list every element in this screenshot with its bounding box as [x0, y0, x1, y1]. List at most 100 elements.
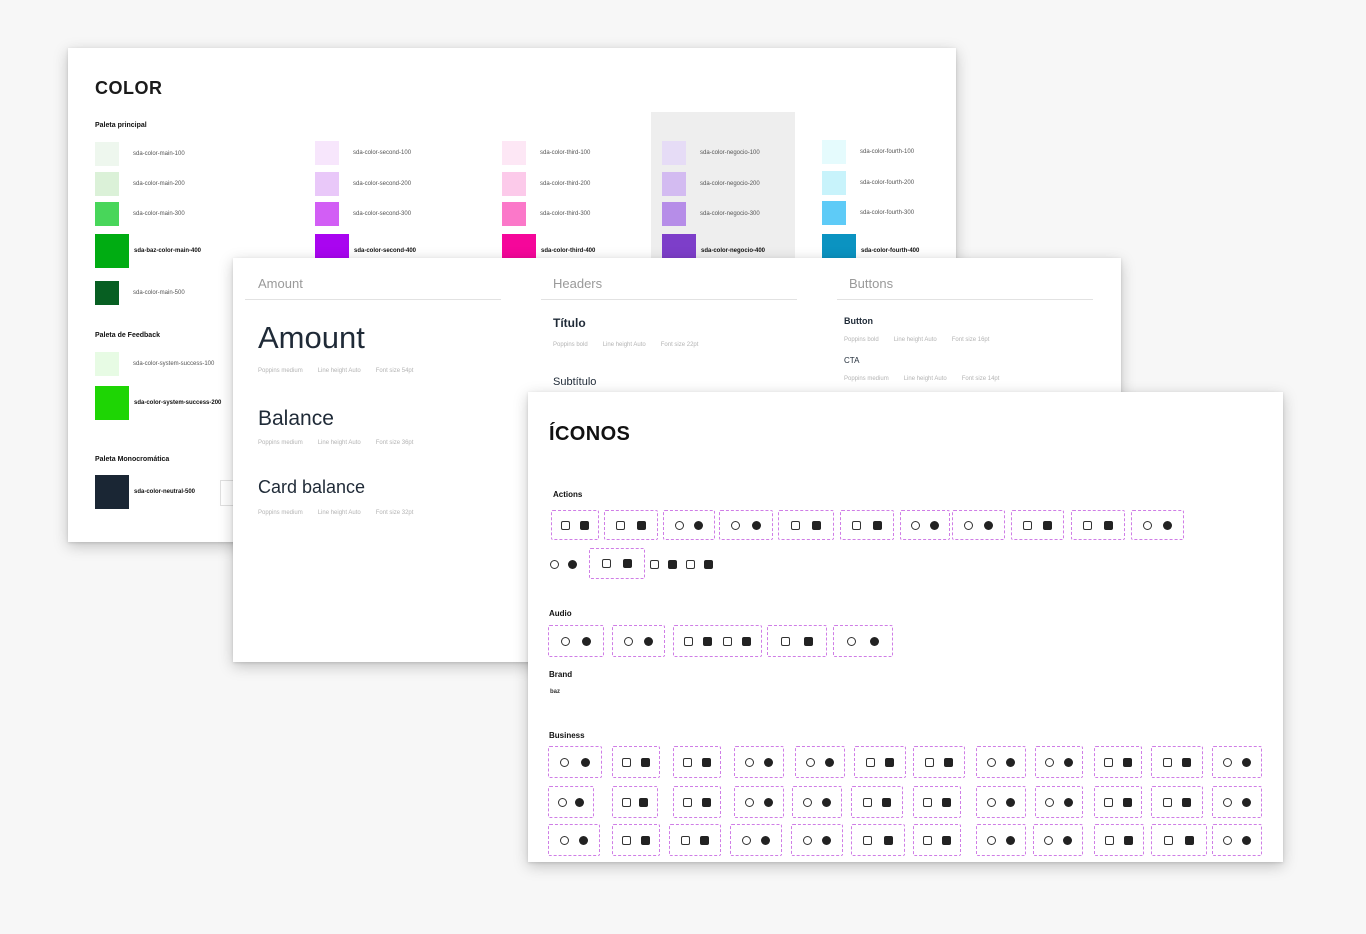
share-icon[interactable] — [589, 548, 645, 579]
type-meta-cta: Poppins medium Line height Auto Font siz… — [844, 376, 999, 382]
swatch-row: sda-color-system-success-100 — [95, 352, 214, 376]
filter-icon[interactable] — [778, 510, 834, 540]
business-icon — [580, 757, 590, 767]
trash-icon — [964, 520, 973, 530]
meta-line-height: Line height Auto — [317, 440, 361, 446]
color-token-name: sda-color-main-200 — [133, 181, 185, 187]
business-icon[interactable] — [976, 786, 1026, 818]
meta-font: Poppins medium — [844, 376, 889, 382]
business-icon[interactable] — [548, 746, 602, 778]
business-icon[interactable] — [795, 746, 845, 778]
business-icon[interactable] — [734, 746, 784, 778]
business-icon — [1162, 797, 1172, 807]
clock-icon[interactable] — [1071, 510, 1125, 540]
meta-font-size: Font size 22pt — [660, 342, 699, 348]
business-icon[interactable] — [1094, 746, 1142, 778]
business-icon — [1182, 757, 1192, 767]
swatch-row: sda-color-second-100 — [315, 141, 411, 165]
business-icon[interactable] — [1035, 746, 1083, 778]
business-icon[interactable] — [976, 824, 1026, 856]
business-icon[interactable] — [976, 746, 1026, 778]
business-icon[interactable] — [913, 786, 961, 818]
color-token-name: sda-color-third-300 — [540, 211, 591, 217]
column-divider — [837, 299, 1093, 300]
business-icon — [745, 757, 754, 767]
swatch-row: sda-color-negocio-200 — [662, 172, 760, 196]
business-icon — [1006, 757, 1015, 767]
business-icon — [941, 835, 951, 845]
type-sample-amount: Amount — [258, 320, 365, 355]
business-icon[interactable] — [1035, 786, 1083, 818]
trash-icon[interactable] — [952, 510, 1005, 540]
business-icon[interactable] — [612, 786, 658, 818]
type-meta-amount: Poppins medium Line height Auto Font siz… — [258, 368, 413, 374]
business-icon — [1223, 797, 1232, 807]
business-icon[interactable] — [792, 786, 842, 818]
share-arrow-icon[interactable] — [840, 510, 894, 540]
business-icon[interactable] — [1151, 786, 1203, 818]
swatch-row: sda-color-second-300 — [315, 202, 411, 226]
bookmark-icon[interactable] — [551, 510, 599, 540]
eye-icon[interactable] — [1131, 510, 1184, 540]
business-icon[interactable] — [791, 824, 843, 856]
business-icon — [575, 797, 585, 807]
print-icon[interactable] — [900, 510, 950, 540]
business-icon[interactable] — [1151, 746, 1203, 778]
column-header-headers: Headers — [553, 276, 603, 291]
business-icon[interactable] — [1094, 786, 1142, 818]
color-swatch — [315, 141, 339, 165]
document-search-icon[interactable] — [550, 556, 582, 572]
trash-icon — [984, 520, 993, 530]
business-icon[interactable] — [673, 786, 721, 818]
business-icon[interactable] — [913, 746, 965, 778]
copy-icon[interactable] — [663, 510, 715, 540]
business-icon[interactable] — [913, 824, 961, 856]
swatch-row: sda-color-third-100 — [502, 141, 590, 165]
headphones-icon — [803, 636, 813, 646]
business-icon[interactable] — [730, 824, 782, 856]
calendar-icon — [636, 520, 646, 530]
business-icon — [883, 835, 893, 845]
business-icon[interactable] — [673, 746, 721, 778]
business-icon[interactable] — [612, 824, 660, 856]
business-icon[interactable] — [1212, 786, 1262, 818]
business-icon[interactable] — [854, 746, 906, 778]
color-swatch — [95, 202, 119, 226]
swatch-row: sda-color-third-300 — [502, 202, 590, 226]
business-icon[interactable] — [1212, 746, 1262, 778]
business-icon[interactable] — [1033, 824, 1083, 856]
business-icon[interactable] — [612, 746, 660, 778]
download-icon[interactable] — [650, 556, 722, 572]
business-icon — [1063, 835, 1072, 845]
business-icon[interactable] — [734, 786, 784, 818]
print-icon — [930, 520, 939, 530]
business-icon[interactable] — [1212, 824, 1262, 856]
business-icon[interactable] — [669, 824, 721, 856]
clock-icon — [1103, 520, 1113, 530]
podcast-icon[interactable] — [833, 625, 893, 657]
microphone-icon[interactable] — [612, 625, 665, 657]
business-icon[interactable] — [851, 824, 905, 856]
volume-icon[interactable] — [673, 625, 762, 657]
color-swatch — [502, 141, 526, 165]
business-icon — [987, 835, 996, 845]
business-icon[interactable] — [548, 786, 594, 818]
business-icon — [1104, 797, 1114, 807]
business-icon[interactable] — [1151, 824, 1207, 856]
business-icon[interactable] — [548, 824, 600, 856]
business-icon — [745, 797, 754, 807]
record-icon[interactable] — [548, 625, 604, 657]
delete-icon[interactable] — [719, 510, 773, 540]
star-icon[interactable] — [1011, 510, 1064, 540]
business-icon — [924, 757, 934, 767]
calendar-icon[interactable] — [604, 510, 658, 540]
business-icon[interactable] — [1094, 824, 1144, 856]
color-swatch — [662, 141, 686, 165]
business-icon — [1223, 757, 1232, 767]
meta-font: Poppins medium — [258, 440, 303, 446]
business-icon[interactable] — [851, 786, 903, 818]
filter-icon — [791, 520, 800, 530]
business-icon — [701, 757, 711, 767]
headphones-icon[interactable] — [767, 625, 827, 657]
business-icon — [865, 757, 875, 767]
